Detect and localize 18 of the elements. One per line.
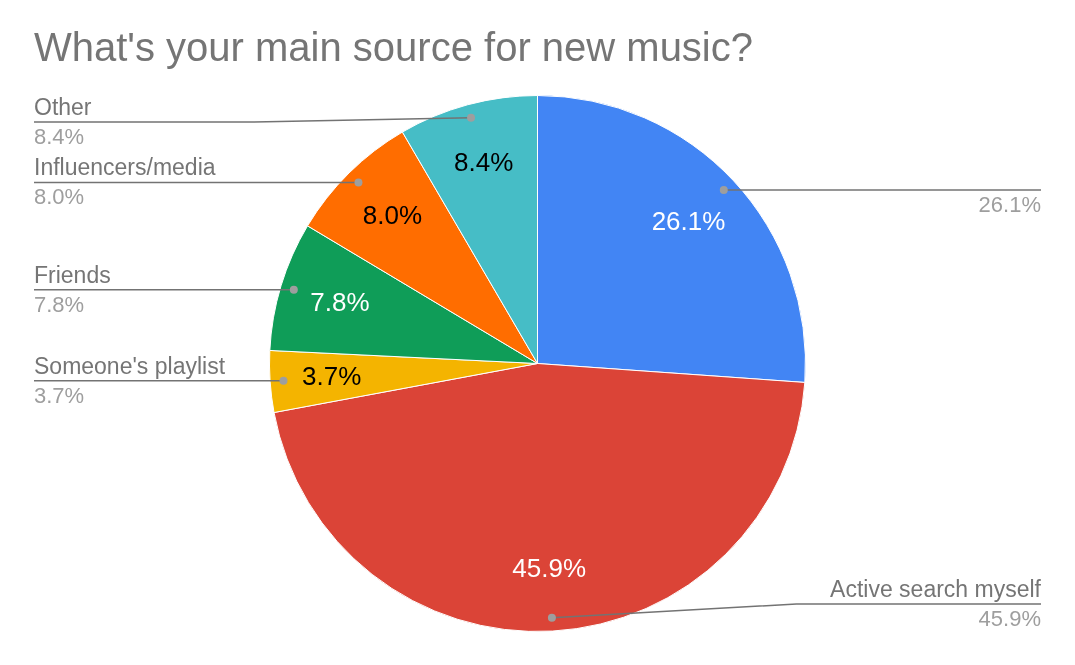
data-label: 7.8% <box>310 286 370 317</box>
chart-title: What's your main source for new music? <box>34 25 754 70</box>
data-label: 3.7% <box>301 360 362 391</box>
data-label: 8.4% <box>453 147 514 178</box>
data-label: 45.9% <box>512 552 587 583</box>
slice-label: Friends <box>34 261 111 288</box>
data-label: 26.1% <box>651 206 726 237</box>
text: 7.8% <box>34 291 85 317</box>
slice-label: Active search myself <box>830 576 1042 602</box>
slice-label: Other <box>34 94 92 120</box>
data-label: 8.0% <box>362 199 423 230</box>
text: 8.4% <box>34 124 85 149</box>
text: 45.9% <box>978 606 1041 631</box>
slice-label: Someone's playlist <box>34 352 226 379</box>
text: 8.0% <box>34 184 85 210</box>
text: 26.1% <box>978 191 1041 217</box>
text: 3.7% <box>34 382 85 408</box>
slice-label: Influencers/media <box>34 154 216 181</box>
